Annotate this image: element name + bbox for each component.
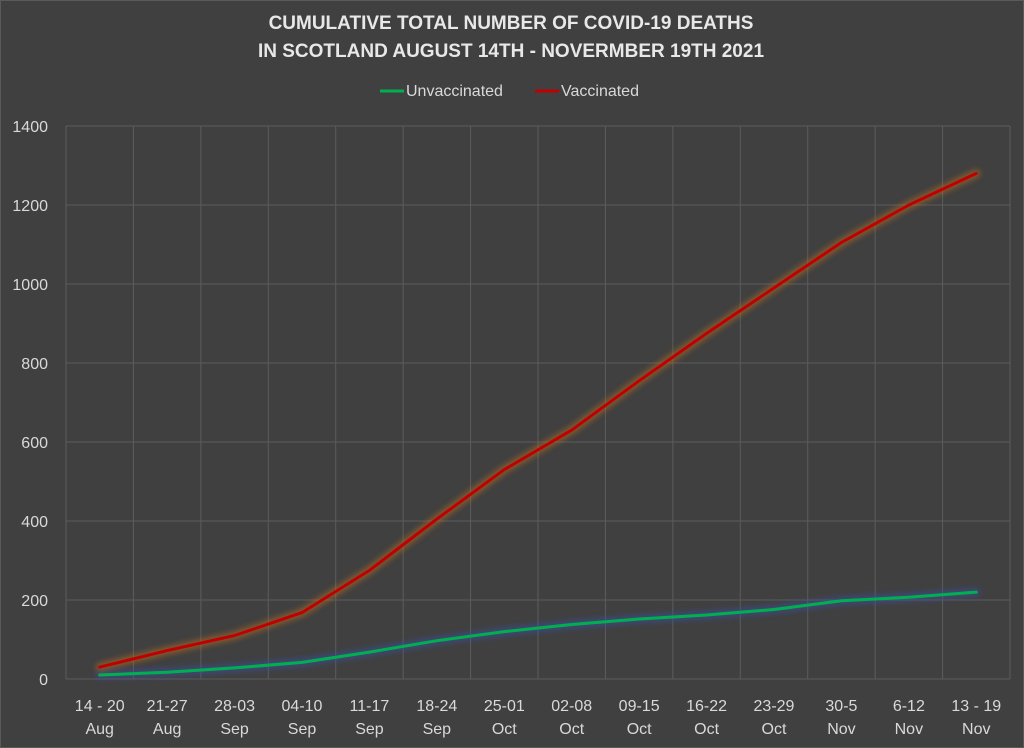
x-tick-label: 09-15 Oct xyxy=(619,698,660,738)
x-tick-label: 6-12 Nov xyxy=(893,698,925,738)
x-tick-label: 23-29 Oct xyxy=(754,698,795,738)
series-line-unvaccinated xyxy=(98,590,978,677)
y-tick-label: 1000 xyxy=(12,277,48,294)
y-tick-label: 1400 xyxy=(12,119,48,136)
chart-title: CUMULATIVE TOTAL NUMBER OF COVID-19 DEAT… xyxy=(0,10,1022,66)
y-tick-label: 400 xyxy=(21,514,48,531)
series-line-vaccinated xyxy=(98,171,978,669)
y-tick-label: 800 xyxy=(21,356,48,373)
x-tick-label: 16-22 Oct xyxy=(686,698,727,738)
x-tick-label: 28-03 Sep xyxy=(214,698,255,738)
x-tick-label: 30-5 Nov xyxy=(825,698,857,738)
x-tick-label: 04-10 Sep xyxy=(282,698,323,738)
x-tick-label: 11-17 Sep xyxy=(350,698,390,738)
x-tick-label: 25-01 Oct xyxy=(484,698,525,738)
x-tick-label: 21-27 Aug xyxy=(147,698,188,738)
series-lines xyxy=(95,169,981,679)
legend: Unvaccinated Vaccinated xyxy=(380,83,639,100)
y-tick-label: 200 xyxy=(21,593,48,610)
x-axis-ticks: 14 - 20 Aug 21-27 Aug 28-03 Sep 04-10 Sep 11-17 S… xyxy=(75,698,1001,738)
x-tick-label: 02-08 Oct xyxy=(551,698,592,738)
y-axis-ticks: 0 200 400 600 800 1000 1200 1400 xyxy=(12,119,48,689)
grid xyxy=(65,125,1011,680)
chart-title-line-2: IN SCOTLAND AUGUST 14TH - NOVERMBER 19TH… xyxy=(257,41,765,62)
y-tick-label: 0 xyxy=(39,672,48,689)
y-tick-label: 1200 xyxy=(12,198,48,215)
legend-label-vaccinated: Vaccinated xyxy=(561,83,639,100)
x-tick-label: 13 - 19 Nov xyxy=(951,698,1001,738)
chart-title-line-1: CUMULATIVE TOTAL NUMBER OF COVID-19 DEAT… xyxy=(268,13,754,34)
x-tick-label: 18-24 Sep xyxy=(416,698,457,738)
legend-label-unvaccinated: Unvaccinated xyxy=(406,83,503,100)
x-tick-label: 14 - 20 Aug xyxy=(75,698,125,738)
y-tick-label: 600 xyxy=(21,435,48,452)
